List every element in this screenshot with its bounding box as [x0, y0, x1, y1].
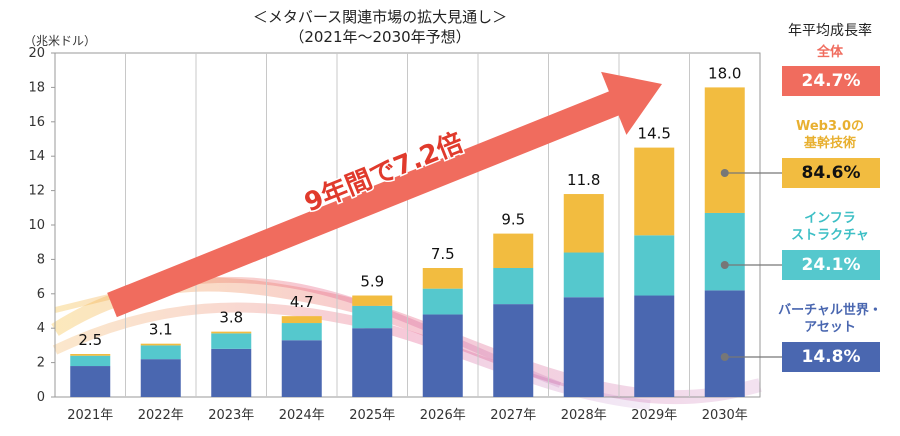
y-tick-label: 16	[28, 115, 45, 130]
bar-total-label: 11.8	[567, 171, 600, 189]
x-tick-label: 2028年	[561, 408, 607, 423]
legend-rate-total: 24.7%	[782, 66, 880, 96]
bar-segment-virtual-world	[704, 290, 745, 397]
bar-total-label: 3.1	[149, 321, 173, 339]
bar-segment-virtual-world	[211, 348, 252, 397]
legend-label-web3: Web3.0の 基幹技術	[795, 119, 865, 151]
legend-rate-web3: 84.6%	[782, 158, 880, 188]
legend-rate-infrastructure: 24.1%	[782, 250, 880, 280]
x-axis: 2021年 2022年 2023年 2024年 2025年 2026年 2027年 2028年…	[67, 408, 748, 423]
bar-total-label: 4.7	[290, 293, 314, 311]
bar-segment-infrastructure	[70, 355, 111, 367]
legend-label-infrastructure: インフラ ストラクチャ	[791, 211, 869, 243]
legend-connector-dot	[720, 261, 729, 269]
bar-segment-web3	[70, 354, 111, 356]
bars: 2.5 3.1 3.8 4.7 5.9 7.5 9.5 11.8 14.5 18.0	[70, 64, 745, 397]
bar-segment-web3	[422, 268, 463, 289]
bar-total-label: 3.8	[219, 309, 243, 327]
bar-segment-infrastructure	[563, 252, 604, 298]
bar-segment-infrastructure	[281, 323, 322, 341]
bar-segment-infrastructure	[704, 212, 745, 291]
legend-connector-dot	[720, 353, 729, 361]
x-tick-label: 2023年	[208, 408, 254, 423]
legend-heading: 年平均成長率	[788, 23, 872, 39]
legend-label-total: 全体	[816, 45, 843, 60]
y-tick-label: 12	[28, 184, 45, 199]
x-tick-label: 2027年	[490, 408, 536, 423]
bar-segment-web3	[634, 147, 675, 236]
bar-segment-virtual-world	[352, 328, 393, 397]
y-tick-label: 14	[28, 149, 45, 164]
bar-segment-infrastructure	[634, 235, 675, 296]
x-tick-label: 2026年	[420, 408, 466, 423]
bar-total-label: 18.0	[708, 64, 741, 82]
y-tick-label: 20	[28, 46, 45, 61]
bar-segment-web3	[281, 316, 322, 324]
bar-segment-web3	[563, 194, 604, 253]
y-axis: 0 2 4 6 8 10 12 14 16 18 20	[28, 46, 55, 405]
y-axis-unit-label: （兆米ドル）	[24, 34, 97, 48]
bar-segment-web3	[140, 343, 181, 346]
bar-segment-infrastructure	[352, 305, 393, 329]
bar-segment-web3	[493, 233, 534, 268]
bar-total-label: 14.5	[638, 125, 671, 143]
bar-segment-web3	[352, 295, 393, 306]
bar-total-label: 7.5	[431, 245, 455, 263]
bar-segment-infrastructure	[211, 333, 252, 349]
x-tick-label: 2029年	[631, 408, 677, 423]
grid-lines	[125, 53, 690, 397]
x-tick-label: 2025年	[349, 408, 395, 423]
legend-rate-virtual-world: 14.8%	[782, 342, 880, 372]
chart-title: ＜メタバース関連市場の拡大見通し＞	[252, 8, 508, 26]
x-tick-label: 2024年	[279, 408, 325, 423]
x-tick-label: 2022年	[138, 408, 184, 423]
bar-segment-web3	[211, 331, 252, 334]
bar-segment-infrastructure	[140, 345, 181, 360]
bar-segment-virtual-world	[422, 314, 463, 397]
legend-label-virtual-world: バーチャル世界・ アセット	[778, 303, 882, 335]
x-tick-label: 2021年	[67, 408, 113, 423]
bar-total-label: 9.5	[501, 211, 525, 229]
y-tick-label: 2	[37, 356, 45, 371]
bar-total-label: 2.5	[78, 331, 102, 349]
bar-segment-infrastructure	[422, 288, 463, 315]
y-tick-label: 10	[28, 218, 45, 233]
bar-segment-virtual-world	[493, 304, 534, 397]
y-tick-label: 8	[37, 252, 45, 267]
x-tick-label: 2030年	[702, 408, 748, 423]
bar-segment-virtual-world	[281, 340, 322, 397]
arrow-body	[107, 71, 662, 318]
y-tick-label: 18	[28, 80, 45, 95]
growth-arrow-shape	[107, 71, 662, 318]
legend-connector-dot	[720, 169, 729, 177]
bar-segment-virtual-world	[140, 359, 181, 397]
y-tick-label: 4	[37, 321, 45, 336]
y-tick-label: 6	[37, 287, 45, 302]
chart-subtitle: （2021年～2030年予想）	[289, 28, 471, 46]
bar-segment-web3	[704, 87, 745, 213]
bar-total-label: 5.9	[360, 273, 384, 291]
bar-segment-virtual-world	[563, 297, 604, 397]
bar-segment-infrastructure	[493, 268, 534, 305]
legend-connectors	[720, 169, 782, 361]
y-tick-label: 0	[37, 390, 45, 405]
bar-segment-virtual-world	[634, 295, 675, 397]
bar-segment-virtual-world	[70, 366, 111, 397]
